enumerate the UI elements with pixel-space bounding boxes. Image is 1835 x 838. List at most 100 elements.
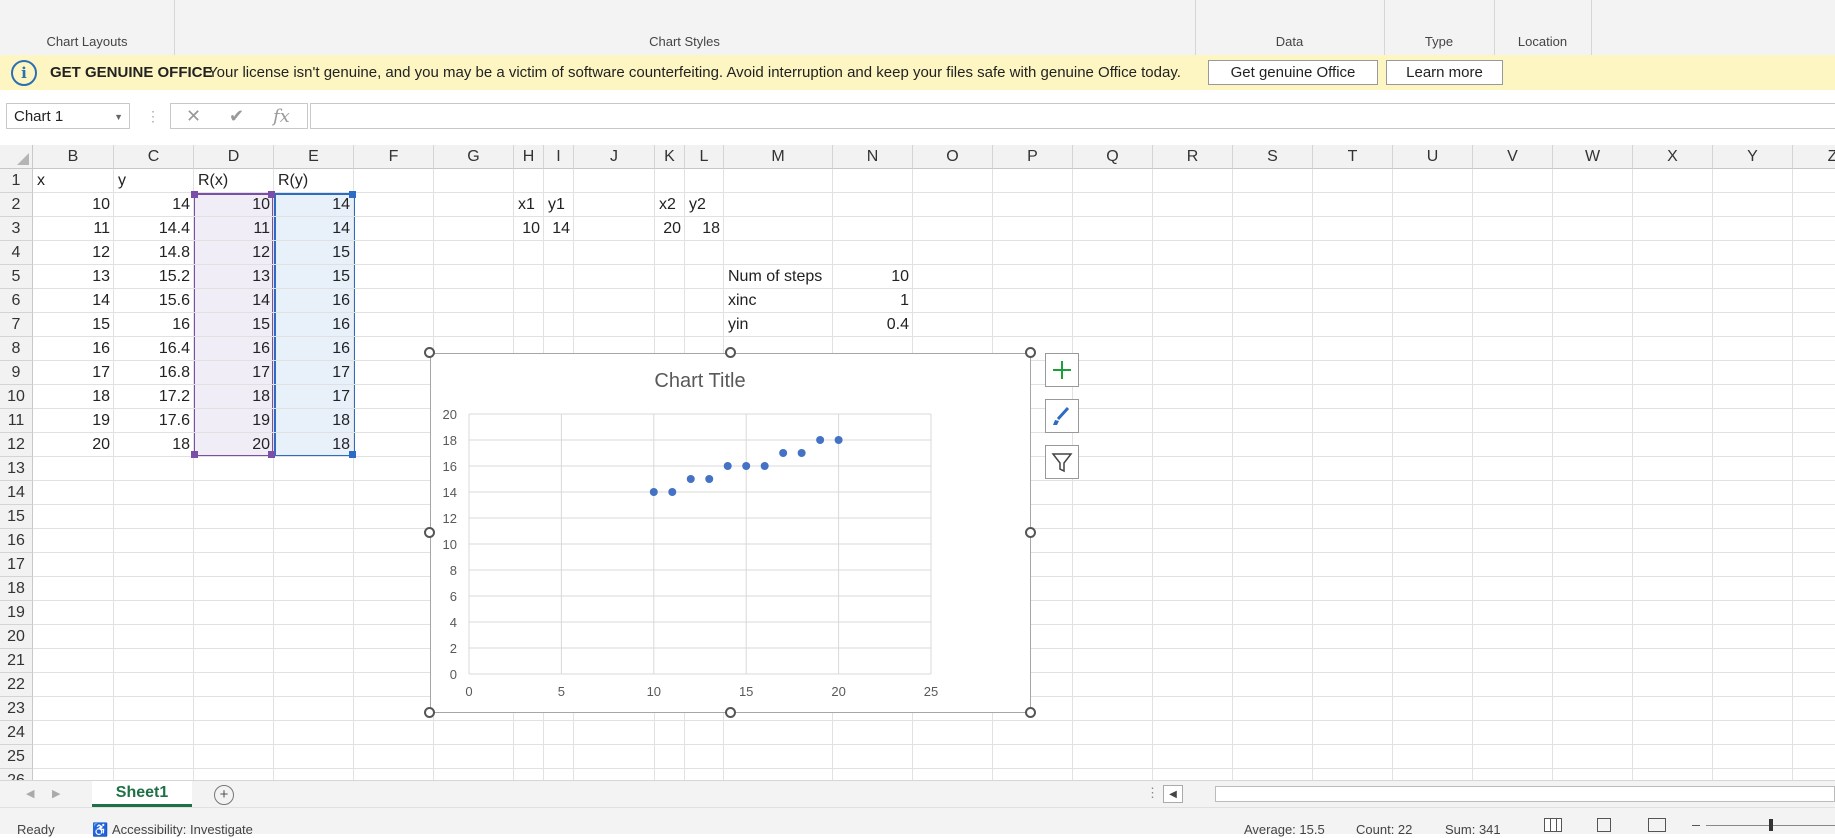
chart-elements-button[interactable] (1045, 353, 1079, 387)
cell-d5[interactable]: 13 (252, 268, 270, 285)
column-header-k[interactable]: K (655, 145, 685, 169)
chart-title[interactable]: Chart Title (654, 370, 745, 392)
cell-c5[interactable]: 15.2 (158, 268, 190, 285)
cell-b5[interactable]: 13 (92, 268, 110, 285)
chart-resize-handle[interactable] (1025, 347, 1036, 358)
row-header-8[interactable]: 8 (0, 337, 33, 361)
row-header-11[interactable]: 11 (0, 409, 33, 433)
cell-n6[interactable]: 1 (900, 292, 909, 309)
cell-e3[interactable]: 14 (332, 220, 350, 237)
cell-h2[interactable]: x1 (518, 196, 535, 213)
column-header-d[interactable]: D (194, 145, 274, 169)
cell-c7[interactable]: 16 (172, 316, 190, 333)
row-header-24[interactable]: 24 (0, 721, 33, 745)
column-header-g[interactable]: G (434, 145, 514, 169)
cell-d2[interactable]: 10 (252, 196, 270, 213)
cell-b11[interactable]: 19 (92, 412, 110, 429)
row-header-16[interactable]: 16 (0, 529, 33, 553)
more-icon[interactable]: ⋮ (1146, 785, 1159, 800)
selection-handle[interactable] (268, 451, 275, 458)
row-header-14[interactable]: 14 (0, 481, 33, 505)
data-point[interactable] (816, 436, 825, 444)
column-header-y[interactable]: Y (1713, 145, 1793, 169)
cell-l3[interactable]: 18 (702, 220, 720, 237)
column-header-s[interactable]: S (1233, 145, 1313, 169)
cell-d3[interactable]: 11 (253, 220, 270, 237)
cell-d12[interactable]: 20 (252, 436, 270, 453)
row-header-4[interactable]: 4 (0, 241, 33, 265)
column-header-j[interactable]: J (574, 145, 655, 169)
selection-handle[interactable] (349, 191, 356, 198)
chart-resize-handle[interactable] (1025, 707, 1036, 718)
learn-more-button[interactable]: Learn more (1386, 60, 1503, 85)
data-point[interactable] (834, 436, 843, 444)
fx-icon[interactable]: fx (273, 106, 290, 127)
data-point[interactable] (797, 449, 806, 457)
selection-handle[interactable] (268, 191, 275, 198)
cell-d11[interactable]: 19 (252, 412, 270, 429)
zoom-slider-thumb[interactable] (1769, 819, 1773, 831)
enter-icon[interactable]: ✔ (229, 106, 245, 126)
row-header-12[interactable]: 12 (0, 433, 33, 457)
cell-k3[interactable]: 20 (663, 220, 681, 237)
chart-resize-handle[interactable] (424, 707, 435, 718)
cell-e8[interactable]: 16 (332, 340, 350, 357)
chart-styles-button[interactable] (1045, 399, 1079, 433)
cell-d4[interactable]: 12 (252, 244, 270, 261)
cancel-icon[interactable]: ✕ (186, 106, 202, 126)
cell-d7[interactable]: 15 (252, 316, 270, 333)
row-header-19[interactable]: 19 (0, 601, 33, 625)
row-header-15[interactable]: 15 (0, 505, 33, 529)
scroll-right-icon[interactable]: ▶ (52, 788, 61, 800)
ribbon-group-data[interactable]: Data (1195, 0, 1385, 55)
worksheet-grid[interactable]: B C D E F G H I J K L M N O P Q R S T U V W X Y Z 1 2 3 4 5 6 7 8 9 10 11 12… (0, 145, 1835, 780)
cell-e1[interactable]: R(y) (278, 172, 309, 189)
column-header-m[interactable]: M (724, 145, 833, 169)
row-header-5[interactable]: 5 (0, 265, 33, 289)
cell-i2[interactable]: y1 (548, 196, 565, 213)
cell-e7[interactable]: 16 (332, 316, 350, 333)
data-point[interactable] (779, 449, 788, 457)
cell-b2[interactable]: 10 (92, 196, 110, 213)
select-all-button[interactable] (0, 145, 33, 169)
selection-handle[interactable] (349, 451, 356, 458)
row-header-20[interactable]: 20 (0, 625, 33, 649)
row-header-2[interactable]: 2 (0, 193, 33, 217)
data-point[interactable] (649, 488, 658, 496)
cell-e9[interactable]: 17 (332, 364, 350, 381)
cell-k2[interactable]: x2 (659, 196, 676, 213)
cell-b7[interactable]: 15 (92, 316, 110, 333)
column-header-t[interactable]: T (1313, 145, 1393, 169)
add-sheet-button[interactable]: + (214, 785, 234, 805)
row-header-17[interactable]: 17 (0, 553, 33, 577)
ribbon-group-chart-layouts[interactable]: Chart Layouts (0, 0, 175, 55)
chevron-down-icon[interactable]: ▼ (114, 112, 123, 122)
row-header-26[interactable]: 26 (0, 769, 33, 780)
scroll-left-icon[interactable]: ◀ (26, 788, 35, 800)
cell-n7[interactable]: 0.4 (886, 316, 909, 333)
cell-d10[interactable]: 18 (252, 388, 270, 405)
cell-c8[interactable]: 16.4 (158, 340, 190, 357)
cell-e12[interactable]: 18 (332, 436, 350, 453)
row-header-21[interactable]: 21 (0, 649, 33, 673)
cell-b10[interactable]: 18 (92, 388, 110, 405)
column-header-b[interactable]: B (33, 145, 114, 169)
cell-d6[interactable]: 14 (252, 292, 270, 309)
row-header-13[interactable]: 13 (0, 457, 33, 481)
cell-c11[interactable]: 17.6 (158, 412, 190, 429)
row-header-23[interactable]: 23 (0, 697, 33, 721)
cell-c12[interactable]: 18 (172, 436, 190, 453)
cell-b6[interactable]: 14 (92, 292, 110, 309)
cell-e4[interactable]: 15 (332, 244, 350, 261)
data-point[interactable] (760, 462, 769, 470)
cell-m7[interactable]: yin (728, 316, 749, 333)
accessibility-status[interactable]: Accessibility: Investigate (112, 822, 253, 837)
cell-l2[interactable]: y2 (689, 196, 706, 213)
row-header-10[interactable]: 10 (0, 385, 33, 409)
cell-e10[interactable]: 17 (332, 388, 350, 405)
column-header-u[interactable]: U (1393, 145, 1473, 169)
data-point[interactable] (742, 462, 751, 470)
row-header-3[interactable]: 3 (0, 217, 33, 241)
chart-resize-handle[interactable] (1025, 527, 1036, 538)
cell-m6[interactable]: xinc (728, 292, 757, 309)
